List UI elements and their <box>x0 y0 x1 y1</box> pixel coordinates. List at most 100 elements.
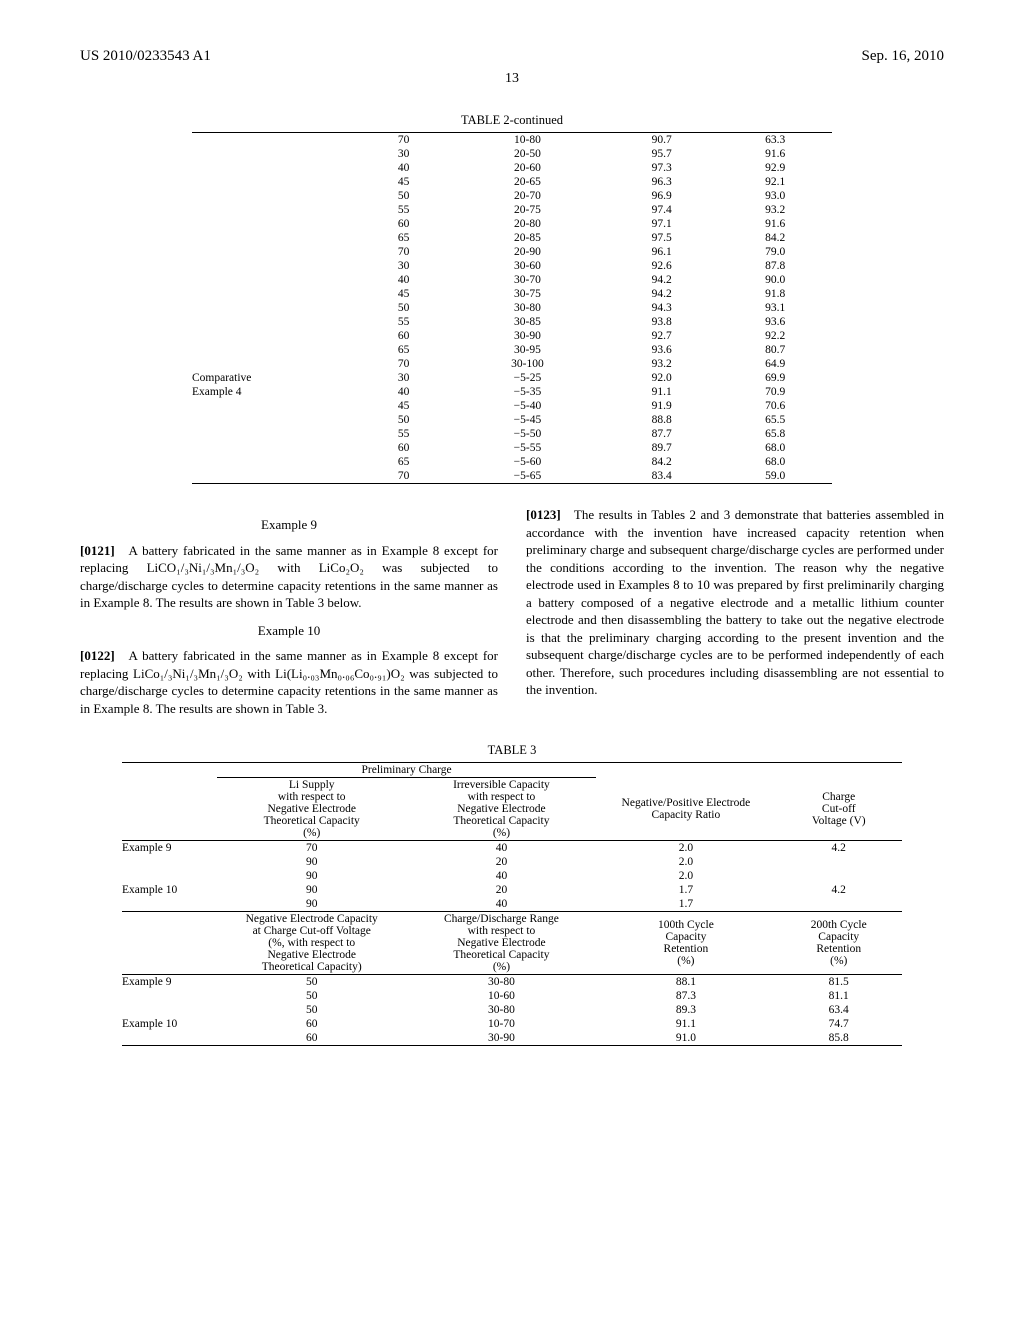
table-cell: 10-80 <box>450 133 605 148</box>
table-cell: 81.5 <box>775 975 902 990</box>
table-cell: 91.6 <box>718 147 832 161</box>
table-cell: 70 <box>357 469 450 484</box>
table-cell: 91.1 <box>596 1017 775 1031</box>
table-cell: −5-55 <box>450 441 605 455</box>
table-cell: 10-60 <box>407 989 597 1003</box>
table-cell: 70 <box>357 357 450 371</box>
table-cell <box>192 427 357 441</box>
table-cell <box>122 1003 217 1017</box>
table-cell: 40 <box>357 273 450 287</box>
table-header: Charge/Discharge Rangewith respect toNeg… <box>407 912 597 975</box>
table-cell: 63.4 <box>775 1003 902 1017</box>
table-cell: 97.4 <box>605 203 719 217</box>
table-cell: 79.0 <box>718 245 832 259</box>
table2-title: TABLE 2-continued <box>80 113 944 128</box>
publication-number: US 2010/0233543 A1 <box>80 48 211 65</box>
table-cell: 89.3 <box>596 1003 775 1017</box>
table-cell <box>192 343 357 357</box>
table-cell <box>775 897 902 912</box>
table-cell: 20-65 <box>450 175 605 189</box>
table-row: Example 95030-8088.181.5 <box>122 975 902 990</box>
example10-title: Example 10 <box>80 622 498 640</box>
table-cell <box>192 441 357 455</box>
table-cell: 30-60 <box>450 259 605 273</box>
example9-title: Example 9 <box>80 516 498 534</box>
table-cell: 60 <box>217 1031 407 1046</box>
table-cell: 70 <box>217 841 407 856</box>
table-cell: 60 <box>357 441 450 455</box>
table-cell: 45 <box>357 175 450 189</box>
table-cell: 94.3 <box>605 301 719 315</box>
table-row: 55−5-5087.765.8 <box>192 427 832 441</box>
table-row: 5010-6087.381.1 <box>122 989 902 1003</box>
table-cell: 92.7 <box>605 329 719 343</box>
table-row: 4530-7594.291.8 <box>192 287 832 301</box>
right-column: [0123] The results in Tables 2 and 3 dem… <box>526 506 944 725</box>
table-cell: −5-35 <box>450 385 605 399</box>
table-cell: Example 9 <box>122 975 217 990</box>
table-cell: 20-80 <box>450 217 605 231</box>
table-header <box>122 763 217 778</box>
table-cell: 93.2 <box>718 203 832 217</box>
table-cell: −5-60 <box>450 455 605 469</box>
table-header: ChargeCut-offVoltage (V) <box>775 778 902 841</box>
table-row: 5030-8094.393.1 <box>192 301 832 315</box>
table-cell <box>775 855 902 869</box>
table-row: 6520-8597.584.2 <box>192 231 832 245</box>
table-cell: 1.7 <box>596 897 775 912</box>
table-cell: 63.3 <box>718 133 832 148</box>
table-cell <box>122 855 217 869</box>
table2: 7010-8090.763.33020-5095.791.64020-6097.… <box>192 132 832 484</box>
table-row: 4030-7094.290.0 <box>192 273 832 287</box>
table-cell <box>192 133 357 148</box>
table-cell: 45 <box>357 399 450 413</box>
table-cell: 30-80 <box>407 1003 597 1017</box>
table-cell: 92.6 <box>605 259 719 273</box>
table-cell: 40 <box>407 841 597 856</box>
table-cell: 4.2 <box>775 883 902 897</box>
table-cell: 81.1 <box>775 989 902 1003</box>
table-row: 7020-9096.179.0 <box>192 245 832 259</box>
para-text: A battery fabricated in the same manner … <box>80 543 498 611</box>
table-header: Irreversible Capacitywith respect toNega… <box>407 778 597 841</box>
table-cell <box>192 231 357 245</box>
table-cell: 20-70 <box>450 189 605 203</box>
para-text: The results in Tables 2 and 3 demonstrat… <box>526 507 944 697</box>
table-cell: 84.2 <box>605 455 719 469</box>
table-row: 5530-8593.893.6 <box>192 315 832 329</box>
table-cell <box>775 869 902 883</box>
table-cell: 20-75 <box>450 203 605 217</box>
table-cell <box>122 989 217 1003</box>
table-row: 5520-7597.493.2 <box>192 203 832 217</box>
table-cell: 30-100 <box>450 357 605 371</box>
table-cell: 97.5 <box>605 231 719 245</box>
table-cell: 50 <box>357 189 450 203</box>
table-cell: −5-65 <box>450 469 605 484</box>
table-cell: Example 4 <box>192 385 357 399</box>
table-row: 70−5-6583.459.0 <box>192 469 832 484</box>
table-cell: 90 <box>217 869 407 883</box>
table-cell: 20-50 <box>450 147 605 161</box>
table-row: Negative Electrode Capacityat Charge Cut… <box>122 912 902 975</box>
table-row: 4020-6097.392.9 <box>192 161 832 175</box>
table-cell: 2.0 <box>596 855 775 869</box>
left-column: Example 9 [0121] A battery fabricated in… <box>80 506 498 725</box>
table-cell <box>192 147 357 161</box>
table-cell: 30-95 <box>450 343 605 357</box>
table-cell: 10-70 <box>407 1017 597 1031</box>
table-cell: 90 <box>217 855 407 869</box>
table-cell: 20-60 <box>450 161 605 175</box>
table-cell: 80.7 <box>718 343 832 357</box>
table-cell: 65.8 <box>718 427 832 441</box>
table-cell: 90.7 <box>605 133 719 148</box>
table-cell: 90 <box>217 883 407 897</box>
table-cell: 20-90 <box>450 245 605 259</box>
table-cell: 64.9 <box>718 357 832 371</box>
table3-title: TABLE 3 <box>80 743 944 758</box>
table-cell: 2.0 <box>596 869 775 883</box>
table-cell: 84.2 <box>718 231 832 245</box>
table-row: 90402.0 <box>122 869 902 883</box>
table-cell: −5-25 <box>450 371 605 385</box>
table-cell: 87.8 <box>718 259 832 273</box>
table-cell: 60 <box>357 217 450 231</box>
